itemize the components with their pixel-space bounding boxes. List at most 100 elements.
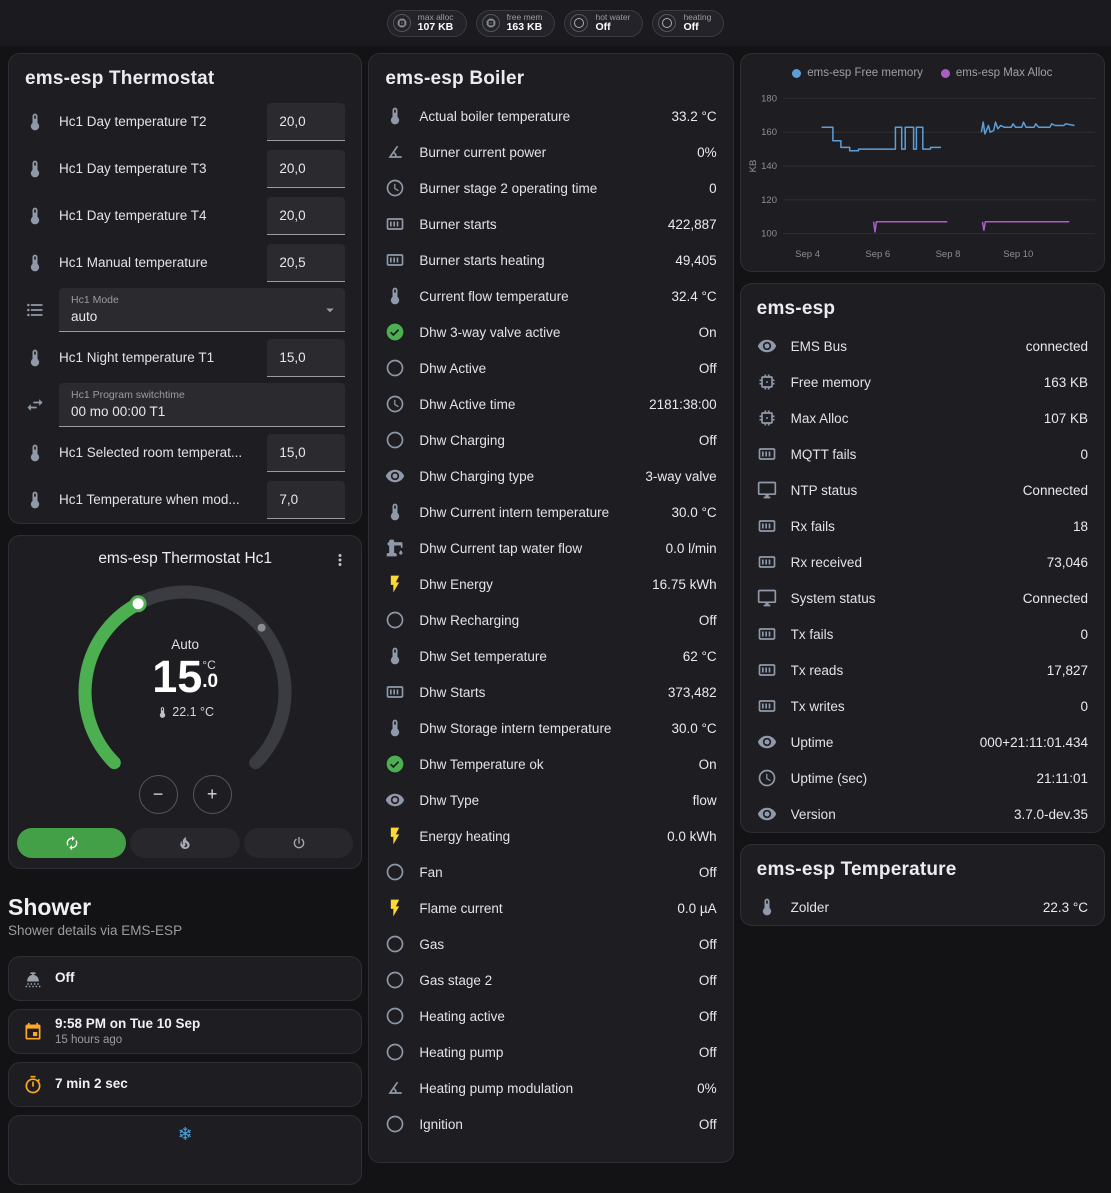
entity-row[interactable]: Burner current power 0% — [369, 134, 732, 170]
entity-row[interactable]: Dhw Charging type 3-way valve — [369, 458, 732, 494]
chip-label: heating — [683, 11, 712, 22]
status-chip[interactable]: max alloc 107 KB — [386, 9, 467, 37]
entity-row[interactable]: EMS Bus connected — [741, 328, 1104, 364]
entity-row[interactable]: Dhw Recharging Off — [369, 602, 732, 638]
tile-title: 7 min 2 sec — [55, 1076, 128, 1092]
entity-row[interactable]: Rx fails 18 — [741, 508, 1104, 544]
number-input[interactable] — [267, 433, 346, 472]
tile-title: Off — [55, 970, 75, 986]
number-input[interactable] — [267, 338, 346, 377]
dial-handle[interactable] — [129, 595, 147, 613]
entity-row[interactable]: Dhw Active time 2181:38:00 — [369, 386, 732, 422]
entity-row[interactable]: Burner starts heating 49,405 — [369, 242, 732, 278]
water-pump-icon — [387, 539, 403, 557]
mode-select[interactable]: Hc1 Mode auto — [59, 288, 346, 332]
setting-row: Hc1 Day temperature T4 — [9, 192, 361, 239]
entity-row[interactable]: Dhw 3-way valve active On — [369, 314, 732, 350]
entity-row[interactable]: Version 3.7.0-dev.35 — [741, 796, 1104, 832]
entity-row[interactable]: Tx fails 0 — [741, 616, 1104, 652]
number-input[interactable] — [267, 480, 346, 519]
hvac-mode-heat-button[interactable] — [130, 828, 240, 858]
entity-row[interactable]: Fan Off — [369, 854, 732, 890]
entity-row[interactable]: Rx received 73,046 — [741, 544, 1104, 580]
entity-row[interactable]: Actual boiler temperature 33.2 °C — [369, 98, 732, 134]
entity-row[interactable]: Free memory 163 KB — [741, 364, 1104, 400]
counter-icon — [758, 628, 776, 640]
entity-row[interactable]: Tx reads 17,827 — [741, 652, 1104, 688]
entity-row[interactable]: Gas stage 2 Off — [369, 962, 732, 998]
entity-row[interactable]: Burner stage 2 operating time 0 — [369, 170, 732, 206]
entity-row[interactable]: Energy heating 0.0 kWh — [369, 818, 732, 854]
entity-row[interactable]: Uptime (sec) 21:11:01 — [741, 760, 1104, 796]
entity-row[interactable]: Dhw Temperature ok On — [369, 746, 732, 782]
circle-outline-icon — [387, 935, 404, 953]
thermostat-dial-card: ems-esp Thermostat Hc1 Auto 15 °C .0 2 — [8, 535, 363, 869]
entity-row[interactable]: Dhw Current tap water flow 0.0 l/min — [369, 530, 732, 566]
status-chip[interactable]: heating Off — [652, 9, 725, 37]
entity-row[interactable]: Dhw Type flow — [369, 782, 732, 818]
entity-row[interactable]: Heating active Off — [369, 998, 732, 1034]
legend-item[interactable]: ems-esp Max Alloc — [940, 67, 1052, 79]
entity-row[interactable]: Flame current 0.0 µA — [369, 890, 732, 926]
entity-row[interactable]: Ignition Off — [369, 1106, 732, 1142]
boiler-card-title: ems-esp Boiler — [385, 68, 525, 89]
dial-svg[interactable] — [69, 576, 301, 808]
entity-row[interactable]: Max Alloc 107 KB — [741, 400, 1104, 436]
dial-current-value: 22.1 °C — [172, 705, 215, 719]
switchtime-input[interactable]: Hc1 Program switchtime 00 mo 00:00 T1 — [59, 383, 346, 427]
entity-name: Rx received — [790, 554, 862, 570]
entity-row[interactable]: System status Connected — [741, 580, 1104, 616]
entity-row[interactable]: Dhw Charging Off — [369, 422, 732, 458]
entity-row[interactable]: Dhw Active Off — [369, 350, 732, 386]
hvac-mode-off-button[interactable] — [243, 828, 354, 858]
eye-icon — [386, 469, 405, 483]
hvac-mode-auto-button[interactable] — [17, 828, 127, 858]
chart-legend: ems-esp Free memory ems-esp Max Alloc — [747, 60, 1098, 82]
number-input[interactable] — [267, 102, 346, 141]
entity-row[interactable]: Dhw Set temperature 62 °C — [369, 638, 732, 674]
entity-row[interactable]: MQTT fails 0 — [741, 436, 1104, 472]
climate-tile[interactable]: ❄ — [8, 1115, 363, 1185]
entity-state: 32.4 °C — [671, 288, 717, 304]
entity-name: Burner starts heating — [419, 252, 545, 268]
dial-menu-button[interactable] — [329, 549, 351, 571]
counter-icon — [387, 254, 404, 266]
entity-row[interactable]: Heating pump Off — [369, 1034, 732, 1070]
entity-row[interactable]: Dhw Storage intern temperature 30.0 °C — [369, 710, 732, 746]
entity-name: Dhw Current intern temperature — [419, 504, 610, 520]
number-input[interactable] — [267, 196, 346, 235]
dial-active-arc — [78, 597, 145, 770]
entity-row[interactable]: Burner starts 422,887 — [369, 206, 732, 242]
entity-state: 163 KB — [1043, 374, 1088, 390]
setting-label: Hc1 Manual temperature — [59, 255, 208, 270]
entity-row[interactable]: Dhw Starts 373,482 — [369, 674, 732, 710]
dial-target-dec: .0 — [202, 671, 219, 692]
entity-row[interactable]: NTP status Connected — [741, 472, 1104, 508]
status-chip[interactable]: hot water Off — [564, 9, 644, 37]
topbar: max alloc 107 KB free mem 163 KB hot water Of… — [0, 0, 1111, 46]
number-input[interactable] — [267, 243, 346, 282]
svg-text:100: 100 — [761, 229, 777, 240]
entity-name: Tx writes — [790, 698, 845, 714]
circle-outline-icon — [387, 1007, 404, 1025]
entity-row[interactable]: Dhw Current intern temperature 30.0 °C — [369, 494, 732, 530]
shower-tile[interactable]: 7 min 2 sec — [8, 1062, 363, 1107]
entity-row[interactable]: Gas Off — [369, 926, 732, 962]
status-chip[interactable]: free mem 163 KB — [475, 9, 556, 37]
number-input[interactable] — [267, 149, 346, 188]
entity-row[interactable]: Heating pump modulation 0% — [369, 1070, 732, 1106]
memory-icon — [486, 18, 496, 28]
shower-tile[interactable]: 9:58 PM on Tue 10 Sep 15 hours ago — [8, 1009, 363, 1054]
entity-state: connected — [1025, 338, 1088, 354]
legend-item[interactable]: ems-esp Free memory — [792, 67, 923, 79]
entity-row[interactable]: Uptime 000+21:11:01.434 — [741, 724, 1104, 760]
decrease-temp-button[interactable]: − — [138, 775, 178, 814]
shower-tile[interactable]: Off — [8, 956, 363, 1001]
entity-name: Dhw Set temperature — [419, 648, 547, 664]
entity-row[interactable]: Tx writes 0 — [741, 688, 1104, 724]
entity-row[interactable]: Current flow temperature 32.4 °C — [369, 278, 732, 314]
increase-temp-button[interactable]: + — [192, 775, 232, 814]
entity-row[interactable]: Zolder 22.3 °C — [741, 889, 1104, 925]
entity-row[interactable]: Dhw Energy 16.75 kWh — [369, 566, 732, 602]
entity-name: Ignition — [419, 1116, 463, 1132]
